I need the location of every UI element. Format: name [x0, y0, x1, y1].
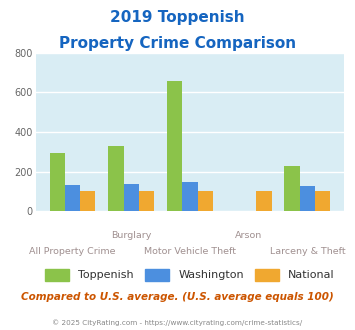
Bar: [80, 191, 95, 211]
Bar: [167, 81, 182, 211]
Bar: [256, 191, 272, 211]
Text: 2019 Toppenish: 2019 Toppenish: [110, 10, 245, 25]
Text: Motor Vehicle Theft: Motor Vehicle Theft: [144, 247, 236, 256]
Text: Burglary: Burglary: [111, 231, 151, 240]
Text: All Property Crime: All Property Crime: [29, 247, 116, 256]
Bar: [124, 184, 139, 211]
Text: Larceny & Theft: Larceny & Theft: [269, 247, 345, 256]
Bar: [139, 191, 154, 211]
Legend: Toppenish, Washington, National: Toppenish, Washington, National: [40, 264, 339, 285]
Text: Property Crime Comparison: Property Crime Comparison: [59, 36, 296, 51]
Text: Arson: Arson: [235, 231, 262, 240]
Bar: [198, 191, 213, 211]
Bar: [108, 146, 124, 211]
Bar: [300, 186, 315, 211]
Bar: [315, 191, 330, 211]
Bar: [182, 182, 198, 211]
Bar: [284, 166, 300, 211]
Text: Compared to U.S. average. (U.S. average equals 100): Compared to U.S. average. (U.S. average …: [21, 292, 334, 302]
Bar: [65, 185, 80, 211]
Text: © 2025 CityRating.com - https://www.cityrating.com/crime-statistics/: © 2025 CityRating.com - https://www.city…: [53, 319, 302, 326]
Bar: [50, 153, 65, 211]
